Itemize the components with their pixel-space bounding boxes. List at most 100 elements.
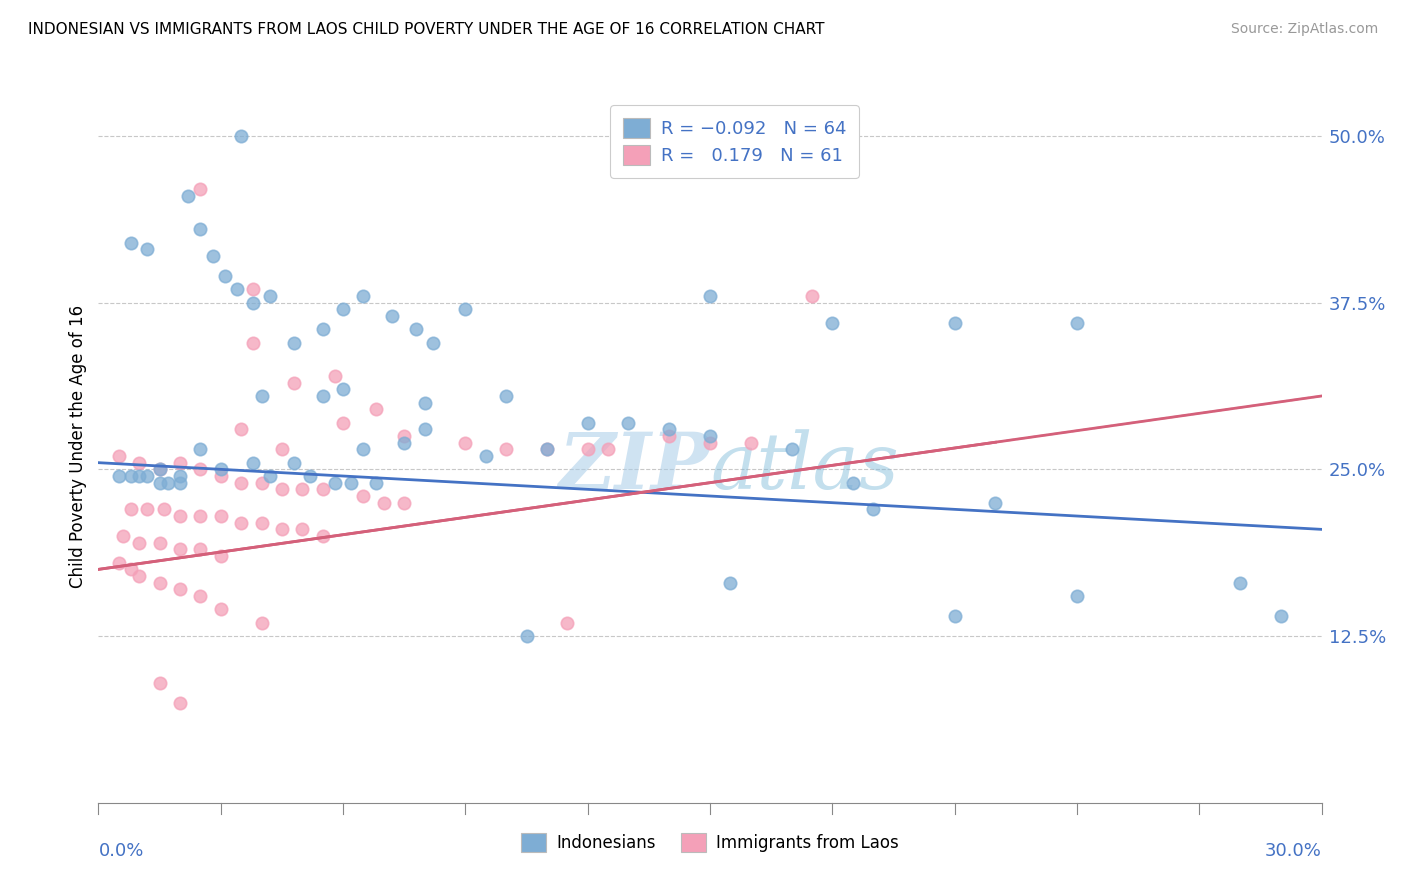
Text: 30.0%: 30.0%	[1265, 842, 1322, 860]
Point	[231, 475, 253, 490]
Text: INDONESIAN VS IMMIGRANTS FROM LAOS CHILD POVERTY UNDER THE AGE OF 16 CORRELATION: INDONESIAN VS IMMIGRANTS FROM LAOS CHILD…	[28, 22, 825, 37]
Point	[943, 609, 966, 624]
Point	[250, 475, 273, 490]
Point	[323, 368, 346, 383]
Point	[516, 629, 538, 643]
Point	[250, 516, 273, 530]
Point	[1066, 589, 1088, 603]
Point	[242, 282, 264, 296]
Text: 0.0%: 0.0%	[98, 842, 143, 860]
Point	[340, 475, 363, 490]
Point	[108, 556, 131, 570]
Point	[188, 462, 212, 476]
Point	[283, 456, 305, 470]
Text: atlas: atlas	[710, 429, 898, 506]
Point	[136, 242, 159, 256]
Point	[128, 535, 150, 549]
Point	[209, 549, 232, 563]
Point	[177, 189, 200, 203]
Point	[108, 449, 131, 463]
Point	[149, 462, 172, 476]
Point	[231, 516, 253, 530]
Point	[332, 302, 354, 317]
Point	[312, 483, 335, 497]
Point	[201, 249, 224, 263]
Point	[291, 483, 314, 497]
Point	[120, 562, 142, 576]
Point	[699, 289, 721, 303]
Point	[474, 449, 498, 463]
Point	[209, 469, 232, 483]
Point	[188, 589, 212, 603]
Point	[392, 435, 416, 450]
Point	[149, 475, 172, 490]
Point	[557, 615, 579, 630]
Point	[250, 615, 273, 630]
Point	[780, 442, 803, 457]
Point	[136, 469, 159, 483]
Point	[332, 416, 354, 430]
Point	[495, 389, 517, 403]
Point	[373, 496, 395, 510]
Point	[299, 469, 322, 483]
Point	[209, 462, 232, 476]
Point	[214, 268, 236, 283]
Point	[841, 475, 863, 490]
Point	[381, 309, 404, 323]
Text: Source: ZipAtlas.com: Source: ZipAtlas.com	[1230, 22, 1378, 37]
Point	[699, 435, 721, 450]
Point	[120, 502, 142, 516]
Point	[169, 696, 191, 710]
Point	[120, 469, 142, 483]
Point	[364, 402, 387, 417]
Point	[242, 335, 264, 350]
Point	[699, 429, 721, 443]
Point	[364, 475, 387, 490]
Point	[862, 502, 884, 516]
Point	[392, 429, 416, 443]
Point	[231, 128, 253, 143]
Point	[270, 522, 294, 536]
Point	[226, 282, 249, 296]
Point	[617, 416, 640, 430]
Point	[658, 422, 681, 436]
Point	[108, 469, 131, 483]
Point	[332, 382, 354, 396]
Point	[156, 475, 179, 490]
Point	[740, 435, 762, 450]
Point	[188, 509, 212, 524]
Point	[169, 542, 191, 557]
Point	[169, 582, 191, 597]
Point	[1229, 575, 1251, 590]
Point	[422, 335, 444, 350]
Point	[536, 442, 558, 457]
Point	[392, 496, 416, 510]
Y-axis label: Child Poverty Under the Age of 16: Child Poverty Under the Age of 16	[69, 304, 87, 588]
Point	[283, 335, 305, 350]
Point	[352, 489, 374, 503]
Point	[536, 442, 558, 457]
Point	[270, 483, 294, 497]
Point	[720, 575, 742, 590]
Point	[209, 602, 232, 616]
Point	[209, 509, 232, 524]
Point	[149, 462, 172, 476]
Point	[312, 389, 335, 403]
Point	[111, 529, 134, 543]
Point	[128, 569, 150, 583]
Point	[231, 422, 253, 436]
Point	[352, 442, 374, 457]
Point	[128, 469, 150, 483]
Point	[405, 322, 427, 336]
Point	[352, 289, 374, 303]
Point	[495, 442, 517, 457]
Point	[149, 675, 172, 690]
Point	[149, 535, 172, 549]
Point	[152, 502, 174, 516]
Point	[576, 416, 599, 430]
Point	[259, 469, 281, 483]
Point	[169, 456, 191, 470]
Point	[312, 322, 335, 336]
Point	[454, 302, 477, 317]
Point	[984, 496, 1007, 510]
